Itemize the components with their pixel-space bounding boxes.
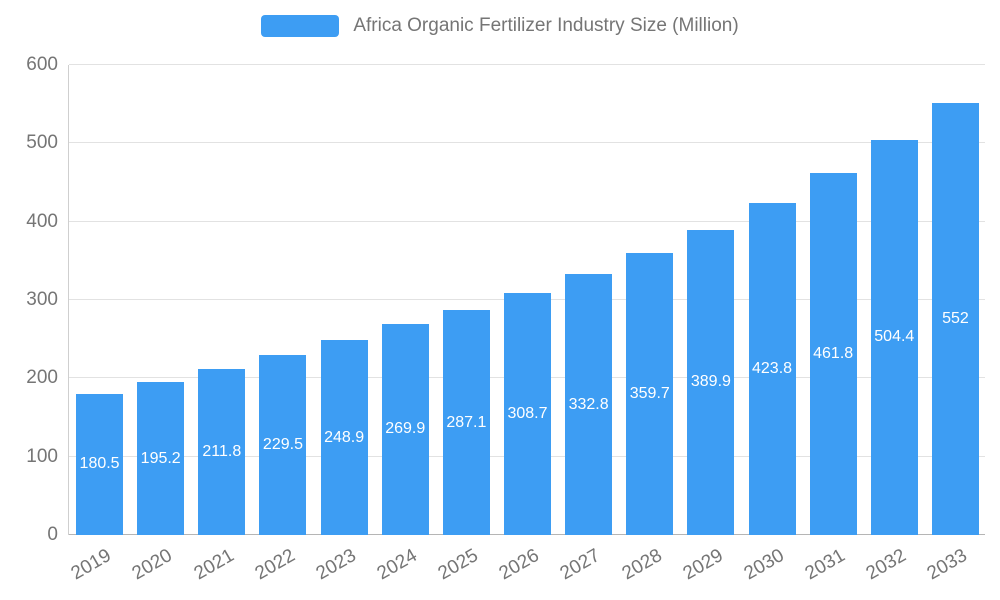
x-tick-label: 2026 xyxy=(495,545,543,585)
y-tick-label: 100 xyxy=(26,445,58,467)
y-tick-label: 600 xyxy=(26,54,58,75)
bar[interactable]: 332.8 xyxy=(565,274,613,535)
x-tick-label: 2021 xyxy=(190,545,238,585)
x-tick-label: 2030 xyxy=(740,545,788,585)
bar-value-label: 269.9 xyxy=(385,420,426,438)
legend-label: Africa Organic Fertilizer Industry Size … xyxy=(353,15,739,36)
bar-value-label: 461.8 xyxy=(813,345,854,363)
x-tick-label: 2028 xyxy=(618,545,666,585)
bar-value-label: 552 xyxy=(942,309,969,327)
bar-value-label: 332.8 xyxy=(568,395,609,413)
y-tick-label: 200 xyxy=(26,367,58,389)
bar[interactable]: 269.9 xyxy=(381,323,429,535)
bar[interactable]: 423.8 xyxy=(748,203,796,535)
y-tick-label: 0 xyxy=(47,524,58,545)
y-tick-label: 500 xyxy=(26,132,58,154)
gridline xyxy=(69,142,985,144)
x-tick-label: 2023 xyxy=(312,545,360,585)
bar-value-label: 504.4 xyxy=(874,328,915,346)
bar[interactable]: 195.2 xyxy=(137,382,185,535)
x-tick-label: 2024 xyxy=(373,545,421,585)
bar[interactable]: 359.7 xyxy=(626,253,674,535)
x-tick-label: 2022 xyxy=(251,545,299,585)
bar[interactable]: 552 xyxy=(931,102,979,535)
bar[interactable]: 389.9 xyxy=(687,229,735,535)
bar[interactable]: 461.8 xyxy=(809,173,857,535)
x-tick-label: 2033 xyxy=(923,545,971,585)
bar-value-label: 180.5 xyxy=(79,455,120,473)
bar[interactable]: 211.8 xyxy=(198,369,246,535)
x-tick-label: 2019 xyxy=(67,545,116,585)
x-tick-label: 2032 xyxy=(862,545,910,585)
bar-value-label: 389.9 xyxy=(690,373,731,391)
bar-value-label: 287.1 xyxy=(446,413,487,431)
bar[interactable]: 308.7 xyxy=(504,293,551,535)
bar[interactable]: 229.5 xyxy=(259,355,307,535)
legend[interactable]: Africa Organic Fertilizer Industry Size … xyxy=(0,15,1000,37)
x-tick-label: 2027 xyxy=(557,545,605,585)
bar-value-label: 229.5 xyxy=(262,436,303,454)
legend-swatch xyxy=(261,15,340,37)
plot-area: 180.5 195.2 211.8 229.5 248.9 269.9 287.1 308.7… xyxy=(68,64,985,535)
bar-value-label: 308.7 xyxy=(507,405,548,423)
y-tick-label: 400 xyxy=(26,210,58,232)
bar[interactable]: 248.9 xyxy=(320,340,368,535)
gridline xyxy=(69,220,985,222)
y-tick-label: 300 xyxy=(26,289,58,310)
x-tick-label: 2020 xyxy=(129,545,177,585)
bar[interactable]: 504.4 xyxy=(870,139,918,535)
gridline xyxy=(69,64,985,65)
bar-value-label: 211.8 xyxy=(202,443,242,461)
x-tick-label: 2025 xyxy=(434,545,482,585)
bar-value-label: 359.7 xyxy=(629,385,670,403)
bar[interactable]: 287.1 xyxy=(442,310,490,535)
x-tick-label: 2031 xyxy=(801,545,849,585)
x-tick-label: 2029 xyxy=(679,545,727,585)
bar-value-label: 195.2 xyxy=(140,449,181,467)
bar-value-label: 248.9 xyxy=(324,428,365,446)
bar-value-label: 423.8 xyxy=(752,360,793,378)
bar[interactable]: 180.5 xyxy=(76,393,124,535)
